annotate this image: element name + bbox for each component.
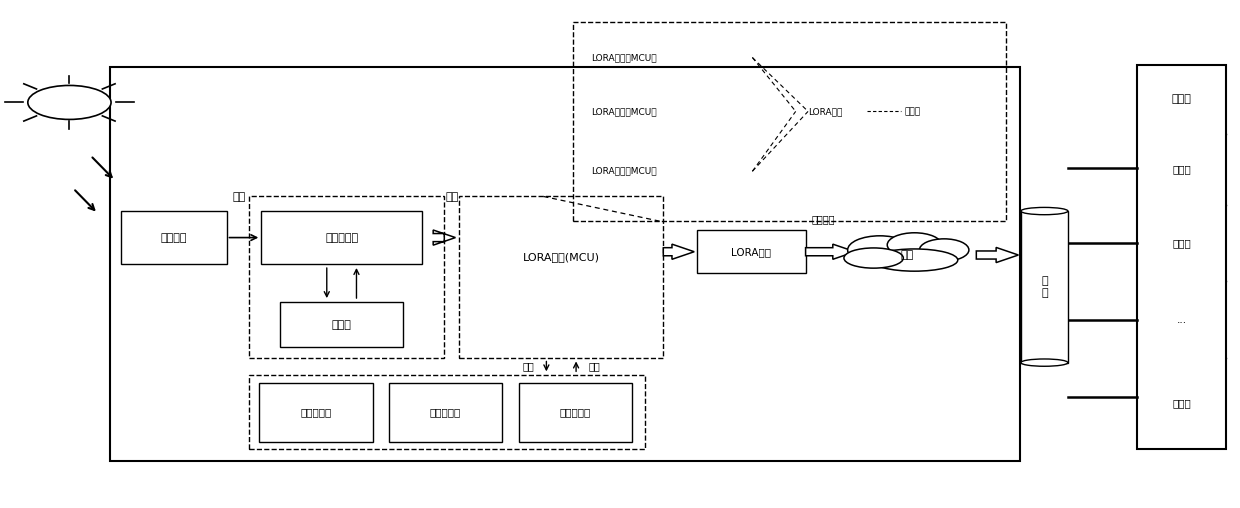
FancyArrow shape	[433, 230, 455, 245]
Bar	[518, 383, 632, 442]
FancyArrow shape	[663, 244, 694, 259]
Ellipse shape	[872, 249, 957, 271]
Ellipse shape	[919, 239, 968, 261]
Text: 电能: 电能	[445, 192, 459, 202]
Text: 温度传感器: 温度传感器	[559, 407, 591, 418]
Bar	[249, 375, 645, 449]
FancyArrow shape	[806, 244, 856, 259]
FancyArrow shape	[976, 247, 1018, 263]
Text: LORA模块(MCU): LORA模块(MCU)	[523, 252, 600, 262]
Text: 数値: 数値	[522, 361, 534, 371]
Text: 蓄电池: 蓄电池	[331, 320, 352, 330]
Bar	[262, 211, 422, 264]
Ellipse shape	[848, 236, 911, 264]
Text: 服务器: 服务器	[904, 107, 920, 116]
Text: LORA网关: LORA网关	[732, 247, 771, 257]
Bar	[459, 196, 663, 358]
Ellipse shape	[888, 233, 941, 257]
Text: 服务器: 服务器	[1172, 164, 1192, 174]
Text: 管理端: 管理端	[1172, 238, 1192, 248]
Text: 电压采集器: 电压采集器	[430, 407, 461, 418]
Text: 路
网: 路 网	[1042, 276, 1048, 298]
Text: LORA模块（MCU）: LORA模块（MCU）	[591, 107, 657, 116]
Bar	[573, 22, 1006, 221]
Bar	[1137, 65, 1226, 449]
Bar	[280, 302, 403, 347]
Text: LORA模块（MCU）: LORA模块（MCU）	[591, 167, 657, 176]
Text: 管理端: 管理端	[1172, 398, 1192, 408]
Text: 数据信息: 数据信息	[812, 214, 836, 224]
Text: 供电段: 供电段	[1172, 94, 1192, 104]
Text: 网络: 网络	[900, 250, 914, 260]
Bar	[249, 196, 444, 358]
Text: LORA网关: LORA网关	[808, 107, 842, 116]
Text: 光伏电板: 光伏电板	[161, 233, 187, 243]
Text: 光能: 光能	[232, 192, 246, 202]
Bar	[697, 230, 806, 273]
Text: ...: ...	[1177, 315, 1187, 325]
Text: LORA模块（MCU）: LORA模块（MCU）	[591, 53, 657, 62]
Ellipse shape	[844, 248, 903, 268]
Text: 电能: 电能	[589, 361, 600, 371]
Text: 各类传感器: 各类传感器	[300, 407, 331, 418]
Bar	[259, 383, 372, 442]
Bar	[122, 211, 227, 264]
Text: 光伏控制器: 光伏控制器	[325, 233, 358, 243]
Ellipse shape	[1021, 207, 1068, 215]
Ellipse shape	[1021, 359, 1068, 366]
Bar	[388, 383, 502, 442]
Bar	[1021, 211, 1068, 363]
Circle shape	[27, 85, 112, 119]
Bar	[110, 67, 1019, 461]
